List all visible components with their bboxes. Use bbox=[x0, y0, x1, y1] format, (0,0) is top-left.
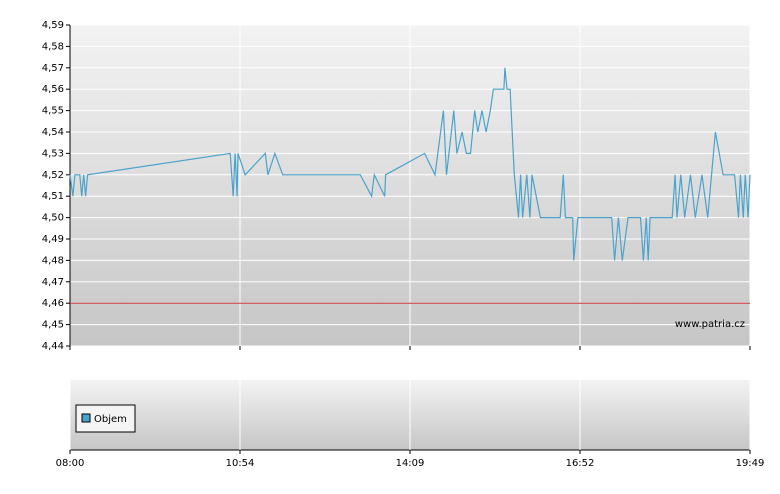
y-tick-label: 4,57 bbox=[42, 63, 64, 74]
y-tick-label: 4,49 bbox=[42, 234, 64, 245]
x-tick-label: 14:09 bbox=[396, 458, 425, 469]
y-tick-label: 4,55 bbox=[42, 106, 64, 117]
legend-label: Objem bbox=[94, 414, 127, 425]
y-tick-label: 4,46 bbox=[42, 298, 64, 309]
y-tick-label: 4,52 bbox=[42, 170, 64, 181]
y-tick-label: 4,44 bbox=[42, 341, 64, 352]
y-tick-label: 4,45 bbox=[42, 320, 64, 331]
y-tick-label: 4,54 bbox=[42, 127, 64, 138]
watermark: www.patria.cz bbox=[675, 319, 745, 330]
y-tick-label: 4,48 bbox=[42, 255, 64, 266]
legend-swatch bbox=[81, 413, 91, 423]
y-tick-label: 4,59 bbox=[42, 20, 64, 31]
x-tick-label: 19:49 bbox=[736, 458, 765, 469]
x-tick-label: 08:00 bbox=[56, 458, 85, 469]
price-line bbox=[69, 67, 751, 261]
y-tick-label: 4,58 bbox=[42, 41, 64, 52]
y-tick-label: 4,50 bbox=[42, 213, 64, 224]
y-tick-label: 4,53 bbox=[42, 148, 64, 159]
y-tick-label: 4,47 bbox=[42, 277, 64, 288]
x-tick-label: 10:54 bbox=[226, 458, 255, 469]
x-tick-label: 16:52 bbox=[566, 458, 595, 469]
y-tick-label: 4,56 bbox=[42, 84, 64, 95]
y-tick-label: 4,51 bbox=[42, 191, 64, 202]
